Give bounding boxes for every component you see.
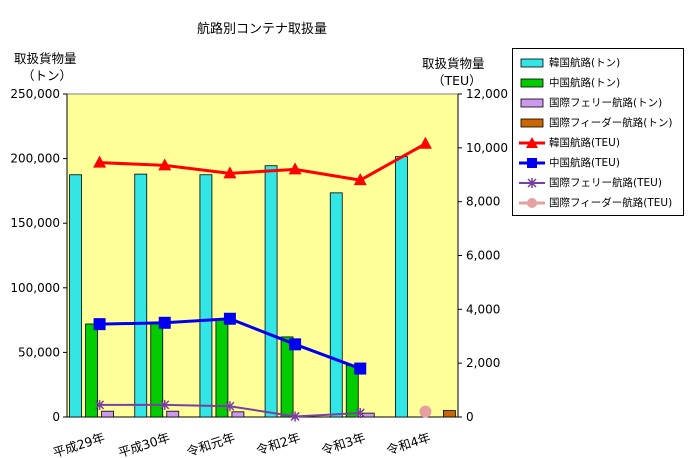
line-marker (419, 405, 432, 418)
bar (443, 410, 456, 418)
y-left-tick-label: 250,000 (10, 87, 60, 101)
x-tick-label: 令和4年 (384, 430, 432, 458)
bar (395, 156, 408, 418)
legend-swatch (519, 198, 545, 208)
y-left-label-line1: 取扱貨物量 (14, 51, 77, 66)
line-marker (160, 399, 170, 410)
line-marker (418, 136, 432, 149)
line-marker (290, 411, 300, 422)
legend-label: 韓国航路(TEU) (549, 137, 620, 149)
legend-label: 国際フィーダー航路(TEU) (549, 197, 673, 209)
line-marker (225, 401, 235, 412)
bar (280, 336, 294, 418)
legend-label: 国際フィーダー航路(トン) (549, 117, 673, 129)
legend-item: 韓国航路(TEU) (513, 133, 683, 151)
y-right-label-line1: 取扱貨物量 (422, 56, 485, 71)
bar (166, 410, 180, 418)
bar (264, 165, 278, 418)
line-marker (158, 316, 171, 329)
y-left-tick-label: 50,000 (18, 345, 60, 359)
legend-item: 国際フィーダー航路(TEU) (513, 193, 683, 211)
bar (85, 323, 98, 418)
line-marker (289, 338, 302, 351)
y-left-tick-label: 200,000 (10, 152, 60, 166)
chart-title: 航路別コンテナ取扱量 (197, 22, 328, 37)
line-marker (288, 162, 302, 175)
legend-swatch (520, 78, 544, 88)
legend-label: 国際フェリー航路(TEU) (549, 177, 662, 189)
legend-label: 中国航路(トン) (549, 77, 621, 89)
y-left-tick-label: 0 (52, 410, 60, 424)
legend-label: 国際フェリー航路(トン) (549, 97, 663, 109)
legend-swatch (520, 58, 544, 68)
legend-swatch (520, 98, 544, 108)
y-right-tick-label: 4,000 (466, 302, 500, 316)
legend-item: 国際フェリー航路(TEU) (513, 173, 683, 191)
legend-item: 中国航路(TEU) (513, 153, 683, 171)
legend-swatch (520, 118, 544, 128)
bar (199, 174, 213, 418)
line-marker (223, 312, 236, 325)
x-tick-label: 令和元年 (185, 430, 237, 458)
y-right-label-line2: （TEU） (432, 73, 482, 88)
legend-swatch (519, 137, 545, 148)
y-right-tick-label: 6,000 (466, 249, 500, 263)
legend-swatch (519, 178, 545, 188)
y-right-tick-label: 10,000 (466, 141, 508, 155)
line-marker (353, 173, 367, 186)
legend-swatch (519, 158, 545, 168)
bar (150, 323, 164, 418)
line-marker (158, 158, 172, 171)
bar (231, 411, 245, 418)
y-right-tick-label: 2,000 (466, 356, 500, 370)
x-tick-label: 平成29年 (51, 430, 106, 458)
legend-item: 国際フィーダー航路(トン) (513, 113, 683, 131)
y-right-tick-label: 0 (466, 410, 474, 424)
y-left-tick-label: 100,000 (10, 281, 60, 295)
y-right-tick-label: 8,000 (466, 195, 500, 209)
line-marker (355, 407, 365, 418)
bar (134, 173, 148, 418)
line-marker (354, 362, 367, 375)
x-tick-label: 平成30年 (116, 430, 171, 458)
legend-item: 中国航路(トン) (513, 73, 683, 91)
legend-item: 国際フェリー航路(トン) (513, 93, 683, 111)
x-tick-label: 令和2年 (254, 430, 302, 458)
line-marker (93, 318, 106, 331)
bar (329, 192, 343, 418)
chart-legend: 韓国航路(トン) 中国航路(トン) 国際フェリー航路(トン) 国際フィーダー航路(トン… (512, 48, 684, 216)
line-marker (93, 155, 107, 168)
line-marker (223, 166, 237, 179)
legend-item: 韓国航路(トン) (513, 53, 683, 71)
y-right-tick-label: 12,000 (466, 87, 508, 101)
legend-label: 中国航路(TEU) (549, 157, 620, 169)
series-line (99, 142, 427, 182)
legend-label: 韓国航路(トン) (549, 57, 621, 69)
bar (101, 410, 114, 418)
x-tick-label: 令和3年 (319, 430, 367, 458)
bar (69, 174, 82, 418)
y-left-label-line2: （トン） (22, 68, 73, 83)
y-left-tick-label: 150,000 (10, 216, 60, 230)
line-marker (95, 399, 105, 410)
